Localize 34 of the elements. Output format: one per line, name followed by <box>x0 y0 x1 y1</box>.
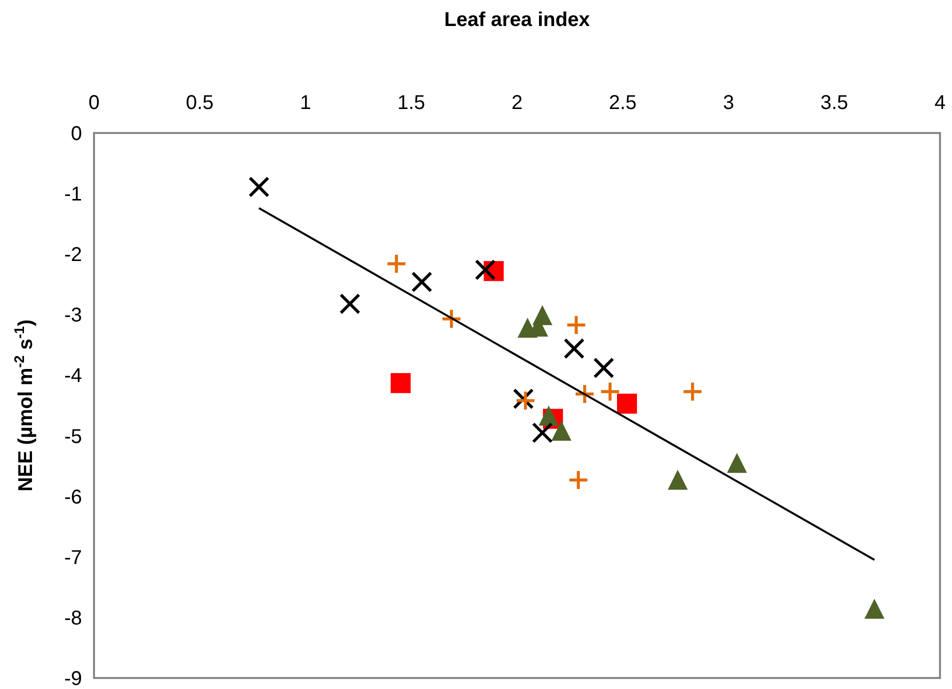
x-tick-label: 2.5 <box>608 92 637 114</box>
point <box>532 422 553 444</box>
point <box>248 176 270 198</box>
point <box>593 357 614 378</box>
x-tick-label: 0 <box>88 92 100 114</box>
point <box>568 469 589 490</box>
x-tick-label: 1.5 <box>397 92 426 114</box>
y-tick-label: -8 <box>64 607 82 630</box>
point <box>682 381 704 402</box>
y-tick-label: -7 <box>64 546 82 569</box>
point <box>339 293 360 314</box>
x-tick-label: 1 <box>300 92 312 114</box>
point <box>564 338 585 360</box>
point <box>566 314 587 336</box>
x-axis-title: Leaf area index <box>444 9 590 31</box>
x-tick-label: 4 <box>934 92 946 114</box>
point <box>411 271 432 292</box>
point <box>616 394 637 414</box>
y-tick-label: -5 <box>64 426 82 448</box>
x-tick-label: 3.5 <box>820 92 848 114</box>
x-tick-label: 2 <box>511 92 523 114</box>
y-tick-label: -6 <box>64 486 82 508</box>
y-tick-label: -2 <box>64 244 82 266</box>
y-tick-label: -1 <box>64 184 82 206</box>
y-tick-label: -9 <box>64 668 82 689</box>
y-tick-label: -3 <box>64 304 82 327</box>
point <box>386 253 407 274</box>
y-tick-label: 0 <box>70 123 82 145</box>
point <box>600 381 621 402</box>
point <box>474 259 496 280</box>
x-tick-label: 0.5 <box>186 92 214 114</box>
point <box>390 373 411 394</box>
y-tick-label: -4 <box>64 365 82 388</box>
x-tick-label: 3 <box>722 92 734 114</box>
